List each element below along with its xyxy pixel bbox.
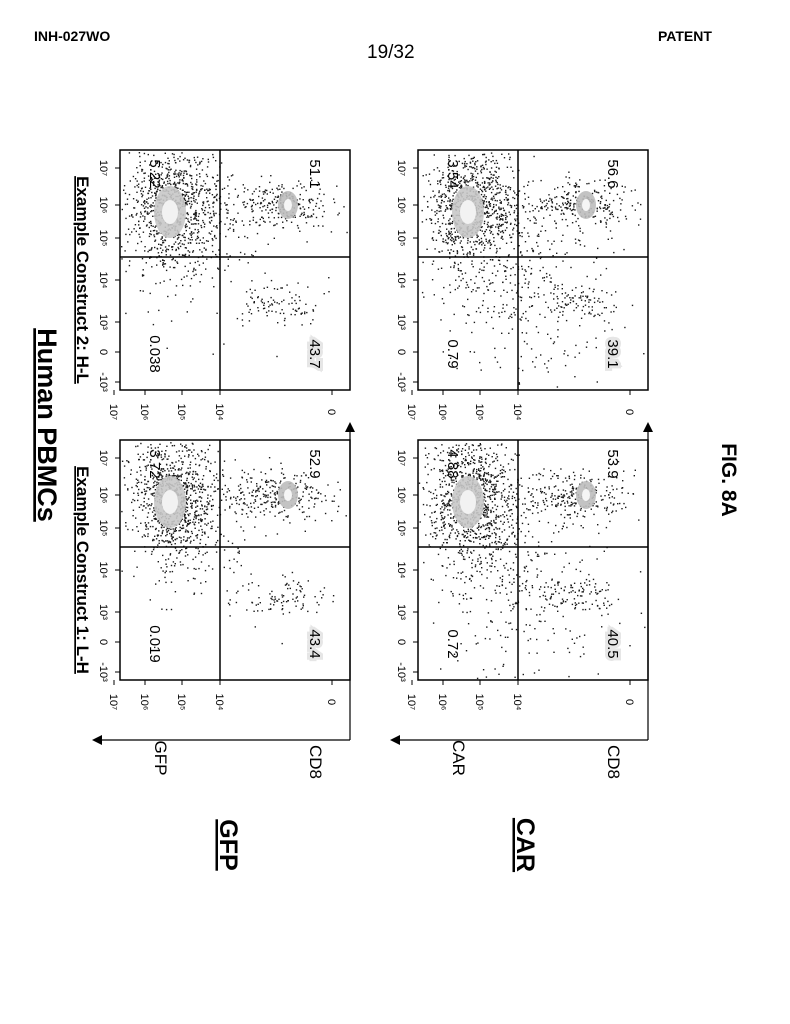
population-core-center [582,489,590,501]
event-dots [418,443,646,680]
x-tick-label: 10⁷ [107,694,119,710]
quadrant-value-lower-right: 0.019 [146,625,163,663]
event-dots [421,152,645,388]
x-tick-label: 10⁴ [511,404,523,421]
quadrant-value-upper-left: 53.9 [604,449,621,478]
y-tick-label: 10⁵ [97,230,109,247]
population-core-center [582,199,590,211]
population-core-center [162,200,178,224]
figure-title: Human PBMCs [32,328,62,522]
x-tick-label: 10⁴ [213,694,225,711]
axis-arrowhead [345,422,355,432]
plot-frame [417,149,649,391]
quadrant-value-lower-left: 39.1 [604,339,621,368]
quadrant-value-lower-right: 0.79 [444,339,461,368]
y-tick-label: 10³ [97,604,109,620]
quadrant-value-upper-left: 56.6 [604,159,621,188]
quadrant-value-upper-right: 5.22 [146,159,163,188]
x-tick-label: 0 [623,699,635,705]
y-tick-label: 10⁷ [395,160,407,176]
quadrant-value-lower-left: 43.7 [306,339,323,368]
x-tick-label: 10⁵ [473,404,485,421]
y-axis-label: CD8 [604,745,623,779]
y-tick-label: 10⁴ [97,272,109,289]
y-tick-label: -10³ [97,372,109,392]
y-tick-label: 10⁶ [395,197,407,214]
x-tick-label: 10⁷ [405,694,417,710]
y-tick-label: -10³ [395,662,407,682]
y-tick-label: 0 [97,349,109,355]
y-tick-label: 10⁷ [97,160,109,176]
x-tick-label: 0 [623,409,635,415]
figure-caption: FIG. 8A [717,443,740,517]
y-tick-label: 10³ [97,314,109,330]
x-tick-label: 0 [325,699,337,705]
x-tick-label: 10⁶ [436,694,448,711]
x-tick-label: 10⁶ [138,694,150,711]
x-tick-label: 0 [325,409,337,415]
quadrant-value-lower-right: 0.72 [444,629,461,658]
x-axis-label: GFP [151,741,170,776]
plot-frame [119,149,351,391]
y-tick-label: 10⁶ [395,487,407,504]
column-title-construct-1: Example Construct 1: L-H [73,466,92,674]
y-tick-label: 10⁵ [395,230,407,247]
y-tick-label: 10⁴ [395,562,407,579]
y-tick-label: 10⁶ [97,487,109,504]
x-tick-label: 10⁵ [175,404,187,421]
y-tick-label: 0 [395,349,407,355]
y-tick-label: 10⁷ [395,450,407,466]
x-tick-label: 10⁶ [436,404,448,421]
y-axis-label: CD8 [306,745,325,779]
row-label-car: CAR [511,818,539,872]
y-tick-label: 10³ [395,604,407,620]
x-tick-label: 10⁷ [107,404,119,420]
y-tick-label: 10⁷ [97,450,109,466]
axis-arrowhead [390,735,400,745]
flow-panel-1: 52.9 3.72 43.4 0.019 -10³ 0 10³ 10⁴ 10⁵ 10⁶ 10⁷ 0 10… [92,422,355,779]
x-axis-label: CAR [449,740,468,776]
y-tick-label: 10⁵ [97,520,109,537]
population-core-center [162,490,178,514]
flow-panel-2: 51.1 5.22 43.7 0.038 -10³ 0 10³ 10⁴ 10⁵ 10⁶ 10⁷ 0 10… [97,149,351,421]
quadrant-value-upper-left: 51.1 [306,159,323,188]
x-tick-label: 10⁵ [175,694,187,711]
page-number: 19/32 [367,42,415,63]
column-title-construct-2: Example Construct 2: H-L [73,176,92,384]
y-tick-label: 10⁴ [395,272,407,289]
flow-panel-4: 56.6 3.54 39.1 0.79 -10³ 0 10³ 10⁴ 10⁵ 10⁶ 10⁷ 0 10⁴… [395,149,649,421]
x-tick-label: 10⁴ [213,404,225,421]
y-tick-label: 10³ [395,314,407,330]
axis-arrowhead [643,422,653,432]
y-tick-label: 10⁵ [395,520,407,537]
y-tick-label: 10⁴ [97,562,109,579]
quadrant-value-lower-right: 0.038 [146,335,163,373]
quadrant-value-lower-left: 40.5 [604,629,621,658]
population-core-center [284,489,292,501]
axis-arrowhead [92,735,102,745]
flow-panel-3: 53.9 4.88 40.5 0.72 -10³ 0 10³ 10⁴ 10⁵ 10⁶ 10⁷ 0 10⁴… [390,422,653,779]
patent-label: PATENT [658,28,712,44]
x-tick-label: 10⁷ [405,404,417,420]
population-core-center [284,199,292,211]
quadrant-value-upper-right: 3.54 [444,159,461,188]
y-tick-label: 0 [395,639,407,645]
population-core-center [460,490,476,514]
y-tick-label: 0 [97,639,109,645]
y-tick-label: -10³ [395,372,407,392]
quadrant-value-upper-left: 52.9 [306,449,323,478]
quadrant-value-lower-left: 43.4 [306,629,323,658]
population-core-center [460,200,476,224]
x-tick-label: 10⁵ [473,694,485,711]
y-tick-label: -10³ [97,662,109,682]
x-tick-label: 10⁶ [138,404,150,421]
document-id: INH-027WO [34,28,111,44]
quadrant-value-upper-right: 3.72 [146,449,163,478]
y-tick-label: 10⁶ [97,197,109,214]
x-tick-label: 10⁴ [511,694,523,711]
quadrant-value-upper-right: 4.88 [444,449,461,478]
row-label-gfp: GFP [214,819,242,870]
